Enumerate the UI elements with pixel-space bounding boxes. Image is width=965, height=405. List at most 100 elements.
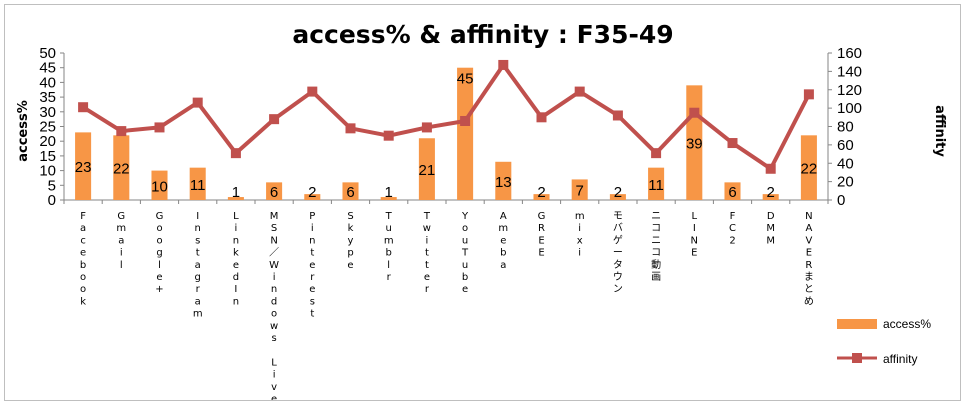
data-label-access: 6 (728, 184, 736, 201)
legend: access% affinity (837, 317, 931, 366)
data-label-access: 10 (151, 178, 168, 195)
data-label-access: 11 (190, 177, 206, 194)
data-label-access: 6 (270, 184, 278, 201)
y-tick-label-right: 140 (837, 63, 862, 80)
data-label-access: 6 (346, 184, 354, 201)
bar-access (609, 194, 626, 200)
y-tick-label-right: 120 (837, 82, 862, 99)
y-tick-label-left: 5 (48, 177, 56, 194)
y-axis-title-right: affinity (932, 105, 947, 157)
data-label-access: 1 (232, 184, 240, 201)
point-affinity (421, 122, 432, 133)
bar-access (495, 161, 512, 200)
x-category-label: モバゲータウン (613, 211, 623, 295)
y-tick-label-left: 40 (39, 74, 56, 91)
data-label-access: 39 (686, 136, 703, 153)
data-label-access: 45 (457, 71, 474, 88)
bar-access (800, 135, 817, 200)
bar-access (762, 194, 779, 200)
point-affinity (651, 148, 662, 159)
y-tick-label-left: 10 (39, 163, 56, 180)
bar-access (342, 182, 359, 200)
y-tick-label-left: 15 (39, 148, 56, 165)
point-affinity (345, 123, 356, 134)
legend-label-affinity: affinity (883, 352, 917, 366)
point-affinity (727, 138, 738, 149)
point-affinity (498, 59, 509, 70)
y-tick-label-left: 45 (39, 60, 56, 77)
y-tick-label-left: 35 (39, 89, 56, 106)
y-tick-label-left: 0 (48, 192, 56, 209)
combo-chart: access% & affinity : F35-49 051015202530… (16, 20, 947, 400)
y-tick-label-right: 160 (837, 45, 862, 62)
y-tick-label-left: 20 (39, 133, 56, 150)
line-affinity (82, 62, 811, 171)
y-tick-label-left: 30 (39, 104, 56, 121)
point-affinity (689, 107, 700, 118)
data-label-access: 2 (614, 184, 622, 201)
chart-title: access% & affinity : F35-49 (292, 20, 673, 49)
bar-access (418, 138, 435, 200)
point-affinity (307, 86, 318, 97)
data-label-access: 2 (537, 184, 545, 201)
y-tick-label-right: 60 (837, 137, 854, 154)
y-axis-title-left: access% (16, 100, 31, 162)
x-category-label: ニコニコ動画 (651, 211, 661, 283)
point-affinity (574, 86, 585, 97)
y-tick-label-right: 80 (837, 119, 854, 136)
data-label-access: 7 (576, 183, 584, 200)
point-affinity (765, 163, 776, 174)
data-label-access: 13 (495, 174, 512, 191)
bar-access (227, 197, 244, 200)
data-label-access: 1 (385, 184, 393, 201)
bar-access (304, 194, 321, 200)
y-tick-label-right: 0 (837, 192, 845, 209)
x-category-label: N A V E R まとめ (804, 211, 814, 307)
data-label-access: 22 (113, 161, 130, 178)
point-affinity (78, 102, 89, 113)
legend-swatch-access (837, 319, 877, 329)
point-affinity (230, 148, 241, 159)
data-label-access: 23 (75, 159, 92, 176)
chart-frame: access% & affinity : F35-49 0 5 10 15 20 25 30… (4, 4, 961, 401)
point-affinity (192, 97, 203, 108)
data-label-access: 2 (767, 184, 775, 201)
data-label-access: 2 (308, 184, 316, 201)
bar-access (724, 182, 741, 200)
legend-marker-affinity (852, 353, 862, 363)
data-label-access: 21 (419, 162, 436, 179)
bar-access (266, 182, 283, 200)
bar-access (75, 132, 92, 200)
bar-access (648, 167, 665, 200)
data-label-access: 22 (801, 161, 818, 178)
point-affinity (116, 126, 127, 137)
point-affinity (383, 130, 394, 141)
point-affinity (269, 114, 280, 125)
point-affinity (154, 122, 165, 133)
bar-access (189, 167, 206, 200)
bar-access (457, 67, 474, 200)
y-tick-label-left: 50 (39, 45, 56, 62)
legend-label-access: access% (883, 317, 931, 331)
bar-access (113, 135, 130, 200)
bar-access (571, 179, 588, 200)
point-affinity (536, 112, 547, 123)
bar-access (380, 197, 397, 200)
data-label-access: 11 (648, 177, 664, 194)
y-tick-label-left: 25 (39, 119, 56, 136)
